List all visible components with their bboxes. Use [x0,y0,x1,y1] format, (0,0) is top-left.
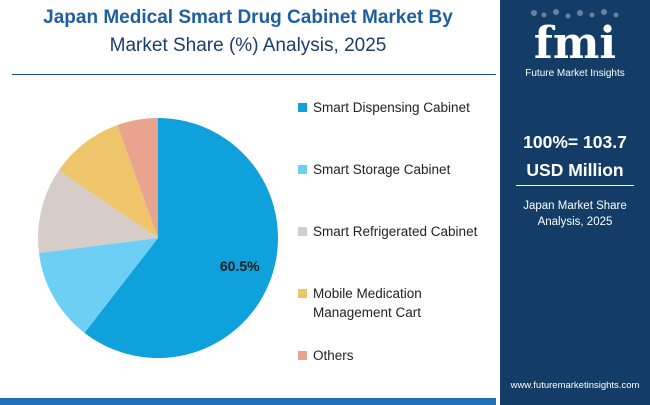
legend-swatch [298,165,307,174]
legend-label: Smart Dispensing Cabinet [313,100,470,115]
legend-item-others: Others [298,346,494,365]
pie-slice-smart-refrigerated-cabinet [37,170,158,254]
market-total-unit: USD Million [526,160,624,180]
legend-label: Smart Storage Cabinet [313,162,451,177]
panel-note: Japan Market Share Analysis, 2025 [500,198,650,230]
pie-slice-smart-dispensing-cabinet [84,118,278,358]
legend-item-smart-storage-cabinet: Smart Storage Cabinet [298,160,494,179]
logo-subtitle: Future Market Insights [525,68,625,79]
fmi-logo: fmi Future Market Insights [514,6,636,79]
legend-label-line2: Management Cart [313,305,422,320]
legend-item-mobile-medication-management-cart: Mobile Medication Management Cart [298,284,494,322]
pie-slice-others [117,118,158,238]
legend-swatch [298,351,307,360]
chart-title-line2: Market Share (%) Analysis, 2025 [109,35,387,56]
legend-item-smart-refrigerated-cabinet: Smart Refrigerated Cabinet [298,222,494,241]
bottom-accent-bar [0,398,496,405]
side-panel: fmi Future Market Insights 100%= 103.7 U… [500,0,650,405]
legend-swatch [298,289,307,298]
chart-title-line1: Japan Medical Smart Drug Cabinet Market … [43,7,453,28]
legend-swatch [298,227,307,236]
chart-title: Japan Medical Smart Drug Cabinet Market … [0,4,496,60]
panel-divider [516,185,634,186]
legend-label-line1: Mobile Medication [313,286,422,301]
pie-chart: 60.5% [37,118,278,358]
legend-label: Smart Refrigerated Cabinet [313,224,478,239]
legend-swatch [298,103,307,112]
pie-slice-smart-storage-cabinet [38,238,158,333]
website-url: www.futuremarketinsights.com [510,380,640,391]
title-divider [12,74,496,75]
pie-slice-mobile-medication-management-cart [58,125,158,238]
legend-label: Others [313,348,354,363]
fmi-logo-icon: fmi [531,9,619,69]
legend-item-smart-dispensing-cabinet: Smart Dispensing Cabinet [298,98,494,117]
panel-note-line1: Japan Market Share [523,200,627,212]
logo-wordmark: fmi [534,18,616,66]
market-total-value: 100%= 103.7 [523,132,627,152]
market-total: 100%= 103.7 USD Million [500,128,650,184]
panel-note-line2: Analysis, 2025 [537,216,613,228]
data-label-smart-dispensing-cabinet: 60.5% [220,258,260,274]
